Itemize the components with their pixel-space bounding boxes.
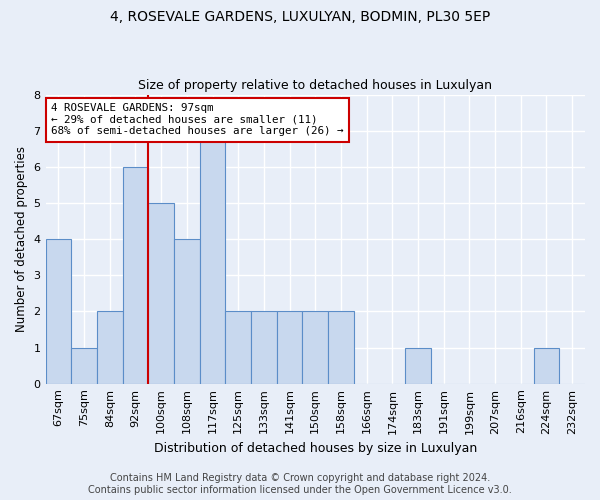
Bar [277,312,302,384]
Bar [46,239,71,384]
Text: 4 ROSEVALE GARDENS: 97sqm
← 29% of detached houses are smaller (11)
68% of semi-: 4 ROSEVALE GARDENS: 97sqm ← 29% of detac… [51,103,343,136]
Bar [174,239,200,384]
Y-axis label: Number of detached properties: Number of detached properties [15,146,28,332]
Bar [226,312,251,384]
Bar [97,312,122,384]
Text: Contains HM Land Registry data © Crown copyright and database right 2024.
Contai: Contains HM Land Registry data © Crown c… [88,474,512,495]
Bar [122,167,148,384]
Bar [328,312,354,384]
Bar [148,203,174,384]
Title: Size of property relative to detached houses in Luxulyan: Size of property relative to detached ho… [138,79,492,92]
Text: 4, ROSEVALE GARDENS, LUXULYAN, BODMIN, PL30 5EP: 4, ROSEVALE GARDENS, LUXULYAN, BODMIN, P… [110,10,490,24]
Bar [200,130,226,384]
Bar [251,312,277,384]
Bar [71,348,97,384]
Bar [302,312,328,384]
Bar [405,348,431,384]
X-axis label: Distribution of detached houses by size in Luxulyan: Distribution of detached houses by size … [154,442,477,455]
Bar [533,348,559,384]
